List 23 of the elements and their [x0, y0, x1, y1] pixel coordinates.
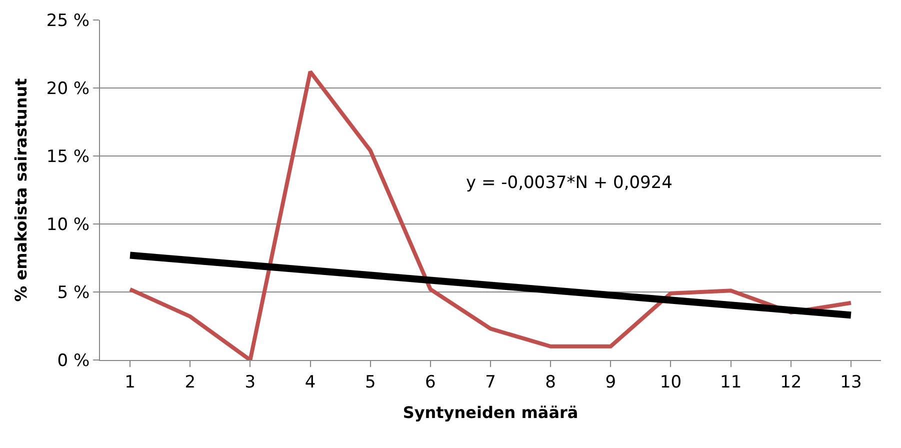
x-tick-label: 3 [244, 372, 256, 392]
y-tick-label: 0 % [57, 350, 90, 371]
y-tick-label: 15 % [46, 146, 90, 167]
x-tick-label: 8 [545, 372, 556, 392]
x-tick-label: 4 [304, 372, 316, 392]
x-tick-label: 7 [485, 372, 496, 392]
x-tick-label: 13 [840, 372, 862, 392]
y-tick-label: 20 % [46, 78, 90, 99]
x-tick-label: 6 [425, 372, 436, 392]
x-tick-label: 10 [660, 372, 682, 392]
x-tick-label: 2 [184, 372, 196, 392]
y-tick-label: 5 % [57, 282, 90, 303]
y-tick-label: 25 % [46, 10, 90, 31]
x-axis-title: Syntyneiden määrä [402, 403, 578, 422]
x-tick-label: 9 [605, 372, 616, 392]
line-series [128, 70, 853, 360]
x-tick-label: 1 [124, 372, 136, 392]
y-axis-title: % emakoista sairastunut [11, 78, 30, 302]
y-tick-label: 10 % [46, 214, 90, 235]
x-tick-label: 12 [780, 372, 802, 392]
annotation: y = -0,0037*N + 0,0924 [466, 173, 672, 193]
x-tick-label: 11 [720, 372, 742, 392]
x-tick-label: 5 [364, 372, 376, 392]
